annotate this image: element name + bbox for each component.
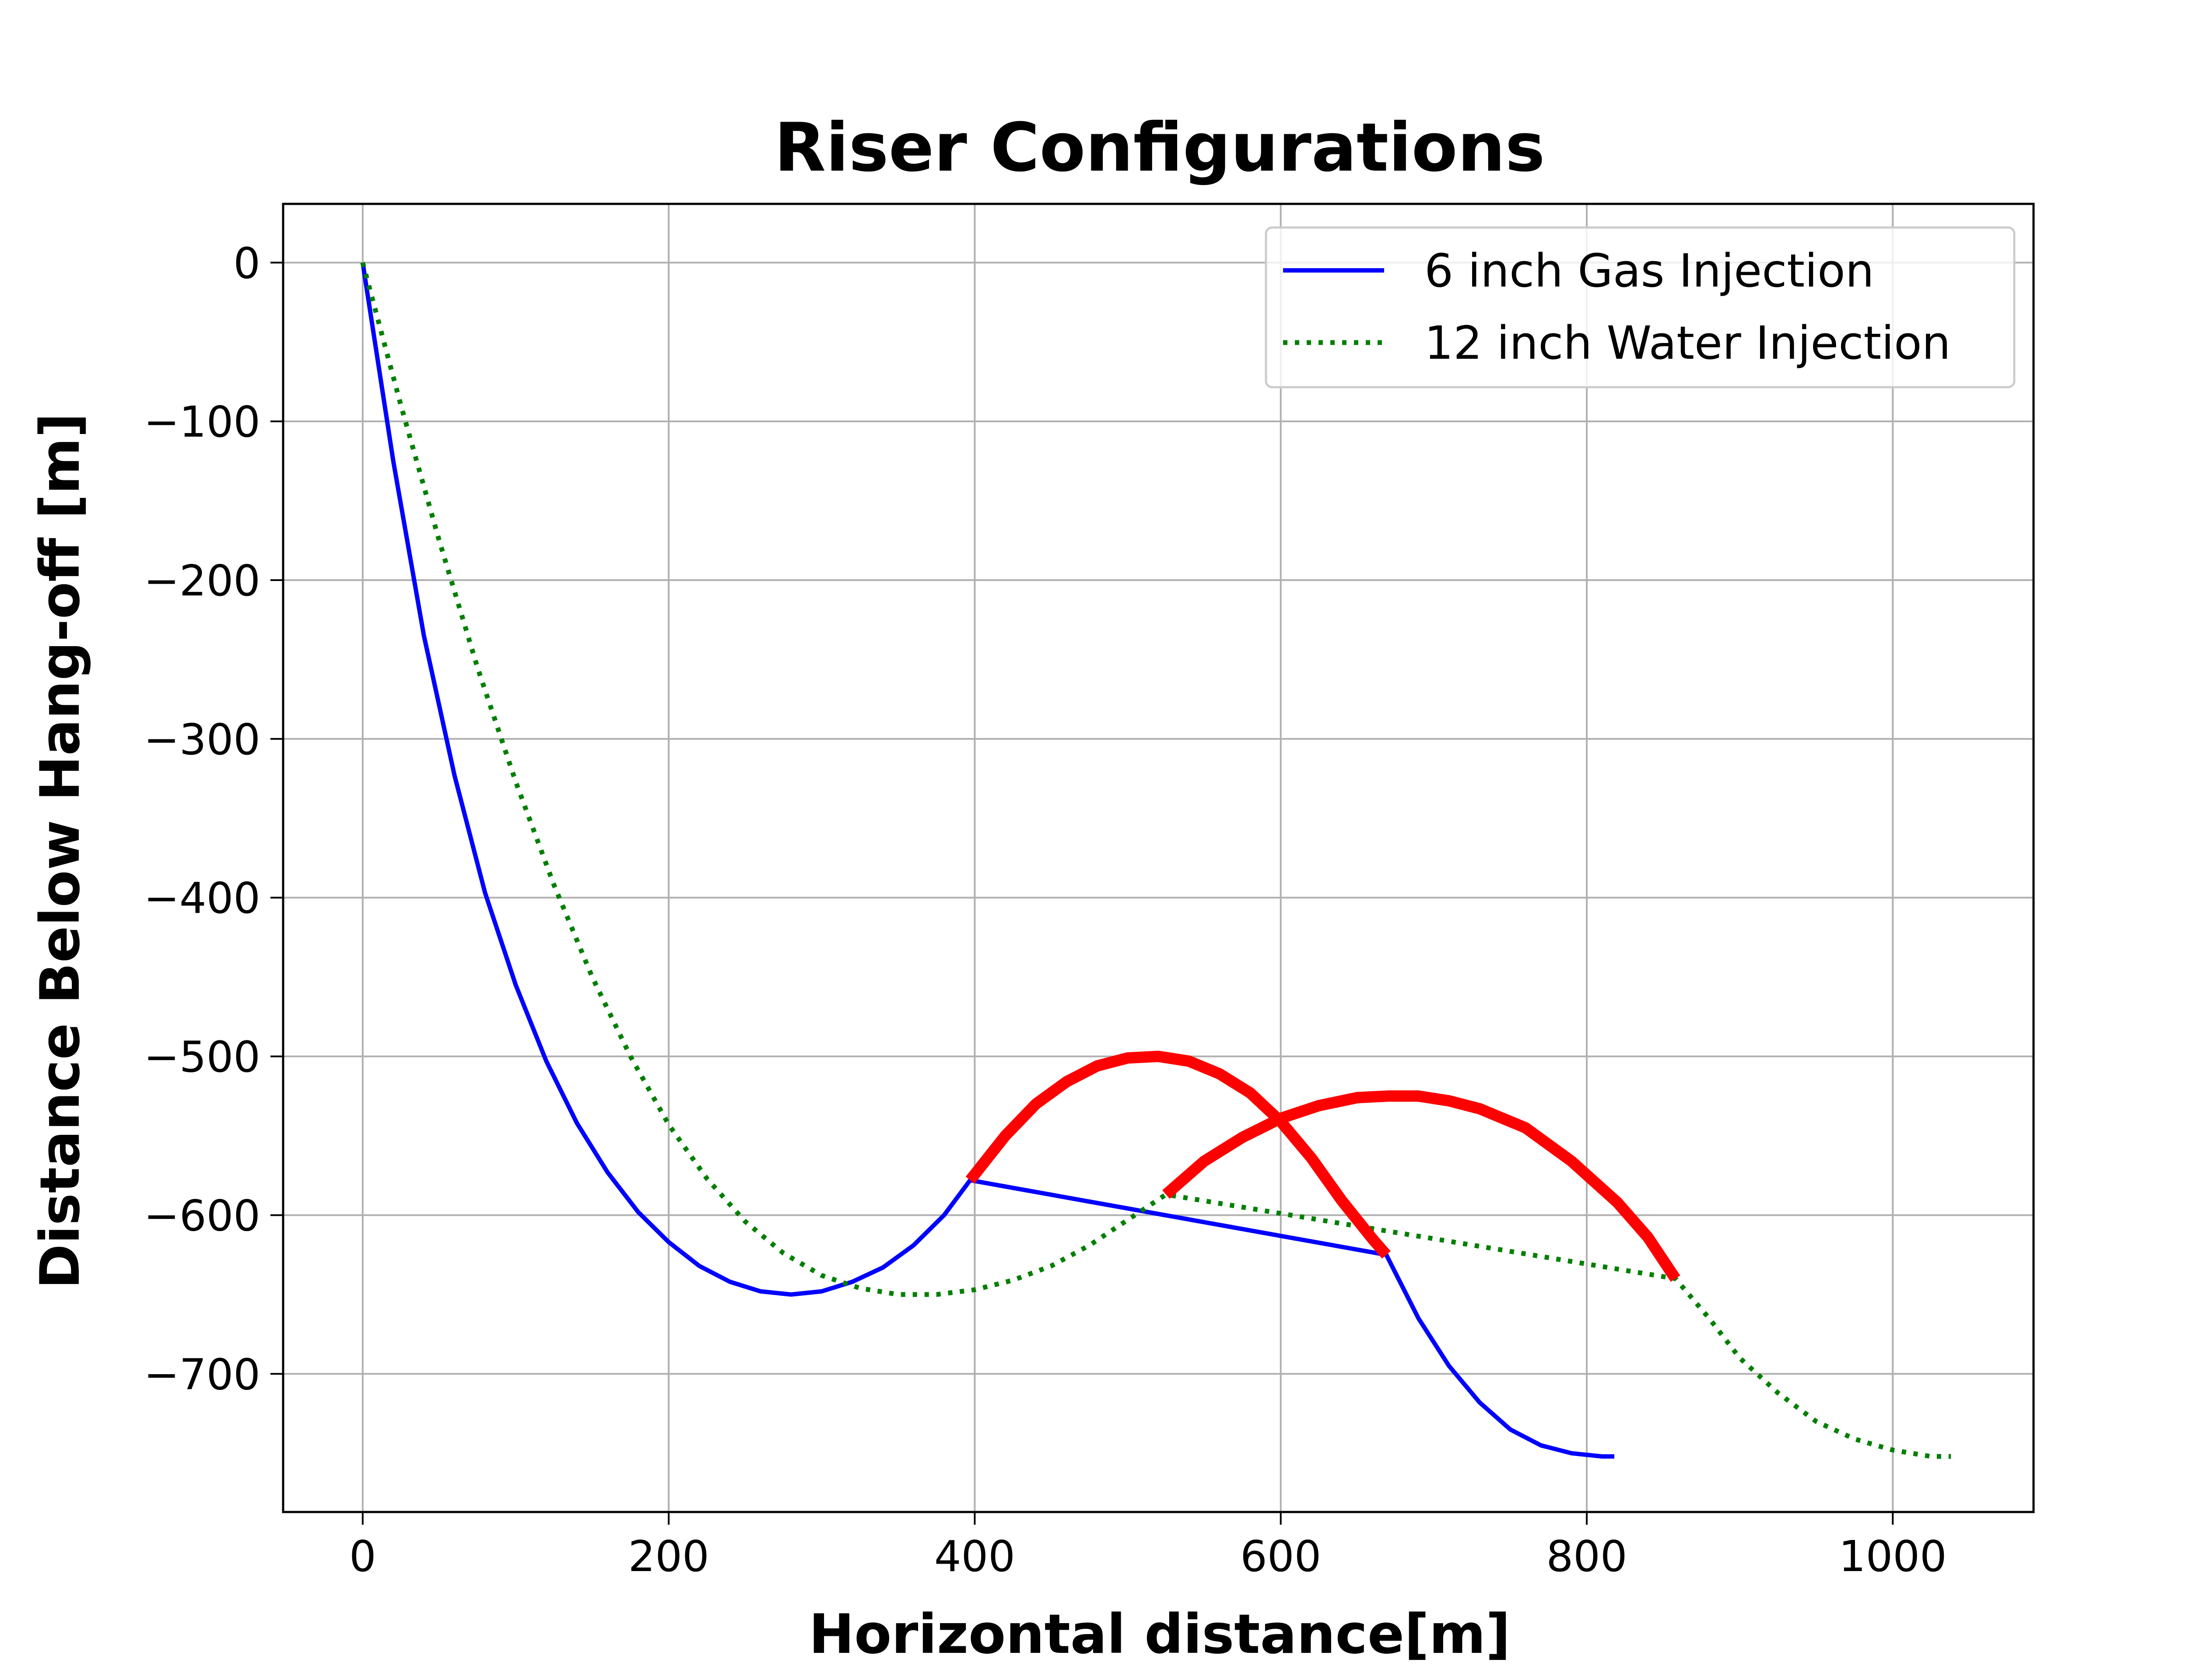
x-tick-label: 400 <box>934 1532 1015 1581</box>
legend-label-2: 12 inch Water Injection <box>1424 316 1951 370</box>
y-tick-label: −300 <box>144 715 260 764</box>
chart-title: Riser Configurations <box>774 109 1545 187</box>
y-tick-label: −700 <box>144 1350 260 1399</box>
x-tick-label: 600 <box>1240 1532 1321 1581</box>
highlight-segment-1 <box>965 1050 1391 1259</box>
legend: 6 inch Gas Injection 12 inch Water Inject… <box>1265 226 2016 388</box>
y-tick-label: 0 <box>233 238 260 288</box>
y-tick-label: −400 <box>144 874 260 923</box>
x-tick-label: 0 <box>349 1532 376 1581</box>
y-tick-label: −600 <box>144 1191 260 1240</box>
legend-label-1: 6 inch Gas Injection <box>1424 244 1874 298</box>
axis-ticks: 0 200 400 600 800 1000 0 −100 −200 −300 −400 −500 −6… <box>144 238 1947 1581</box>
plot-frame <box>282 203 2035 1513</box>
grid <box>283 204 2034 1512</box>
x-tick-label: 800 <box>1546 1532 1627 1581</box>
series-line-2 <box>360 262 1951 1459</box>
plot-lines <box>360 262 1951 1459</box>
series-line-1 <box>360 262 1614 1459</box>
y-tick-label: −200 <box>144 556 260 606</box>
y-tick-label: −500 <box>144 1032 260 1082</box>
legend-box <box>1265 226 2016 388</box>
y-tick-label: −100 <box>144 397 260 447</box>
highlight-segment-2 <box>1162 1090 1680 1282</box>
x-axis-label: Horizontal distance[m] <box>809 1603 1510 1666</box>
x-tick-label: 1000 <box>1839 1532 1947 1581</box>
y-axis-label: Distance Below Hang-off [m] <box>29 413 92 1289</box>
x-tick-label: 200 <box>628 1532 709 1581</box>
